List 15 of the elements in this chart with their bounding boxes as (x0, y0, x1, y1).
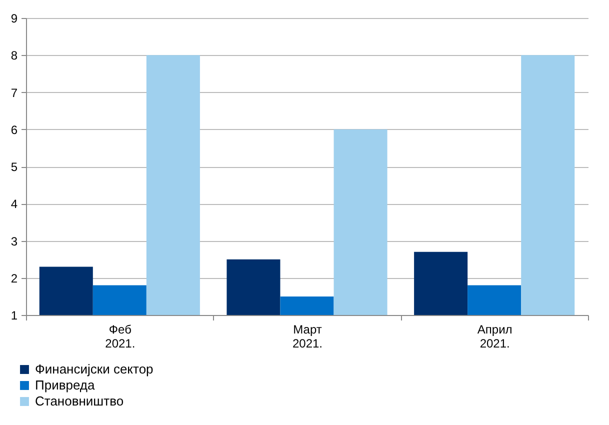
x-tick-label: Март 2021. (292, 322, 323, 350)
y-tick-label: 2 (10, 271, 18, 286)
y-tick-label: 5 (10, 160, 18, 174)
y-tick-label: 8 (10, 48, 18, 63)
legend-label: Становништво (35, 394, 124, 408)
y-tick-label: 4 (10, 197, 18, 212)
legend-label: Финансијски сектор (35, 362, 154, 376)
y-tick-label: 1 (10, 308, 18, 322)
x-tick-label: Април 2021. (477, 322, 512, 350)
y-tick-label: 3 (10, 234, 18, 248)
y-tick-label: 9 (10, 12, 18, 26)
x-tick-label: Феб 2021. (105, 322, 136, 350)
legend-label: Привреда (35, 378, 96, 392)
y-tick-label: 7 (10, 86, 18, 100)
y-tick-label: 6 (10, 122, 18, 137)
